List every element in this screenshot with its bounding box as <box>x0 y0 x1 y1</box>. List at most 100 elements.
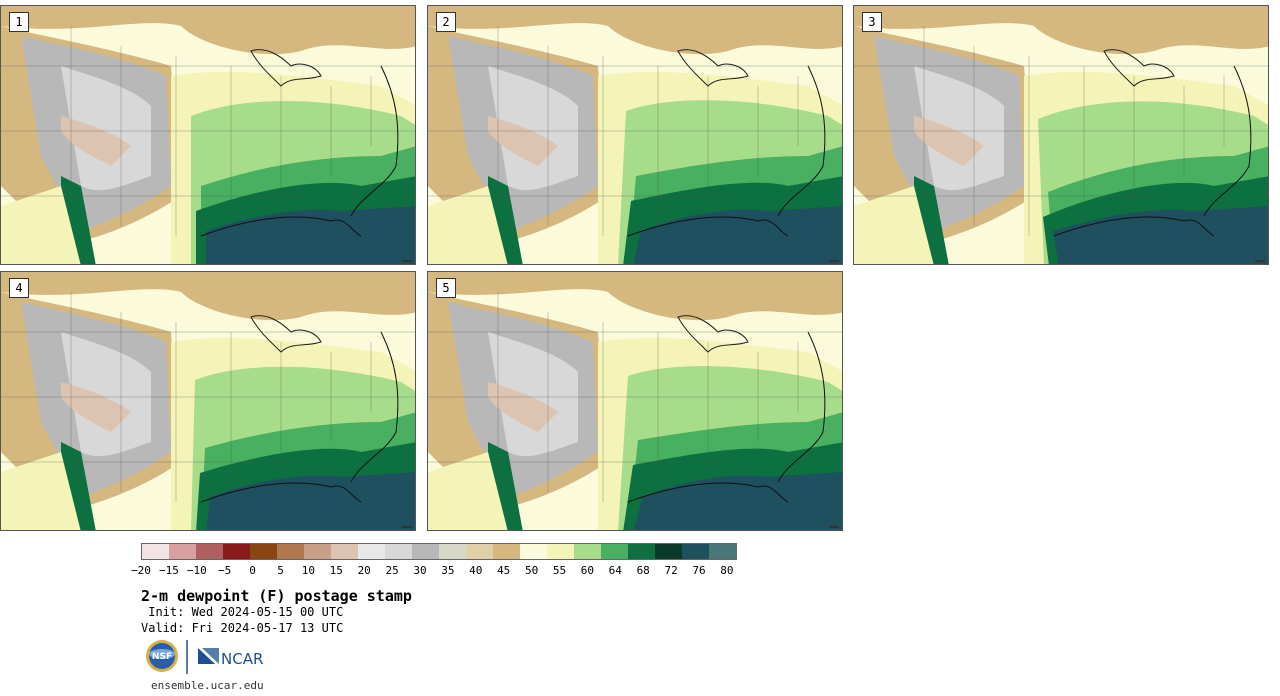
colorbar-swatch <box>601 544 628 559</box>
pacific-light-field <box>428 186 508 264</box>
west-lightgray-field <box>914 66 1004 191</box>
colorbar-swatch <box>142 544 169 559</box>
pacific-light-field <box>1 452 81 530</box>
west-lightgray-field <box>61 66 151 191</box>
logos: NSF NCAR <box>146 640 263 674</box>
pacific-green-field <box>61 176 96 264</box>
colorbar-tick-label: 0 <box>249 564 256 577</box>
stamp-panel-1[interactable]: 1 <box>0 5 416 265</box>
canada-tan-field <box>1 6 415 55</box>
footer-url: ensemble.ucar.edu <box>151 679 264 692</box>
colorbar-tick-label: 72 <box>664 564 678 577</box>
coastline <box>1053 65 1252 237</box>
panel-number: 2 <box>436 12 456 32</box>
dewpoint-map-4 <box>1 272 415 530</box>
nsf-logo-text: NSF <box>152 652 172 662</box>
pacific-green-field <box>914 176 949 264</box>
colorbar-swatch <box>304 544 331 559</box>
colorbar-swatch <box>520 544 547 559</box>
colorbar-swatch <box>682 544 709 559</box>
canada-tan-field <box>428 272 842 321</box>
colorbar-swatch <box>385 544 412 559</box>
colorbar-tick-label: 60 <box>580 564 595 577</box>
panel-number: 1 <box>9 12 29 32</box>
pacific-green-field <box>488 176 523 264</box>
colorbar-tick-label: −20 <box>131 564 151 577</box>
coastline <box>200 65 399 237</box>
colorbar-tick-label: 30 <box>413 564 427 577</box>
canada-tan-field <box>1 272 415 321</box>
panel-number: 5 <box>436 278 456 298</box>
west-lightgray-field <box>488 332 578 457</box>
coastline <box>200 331 399 503</box>
colorbar-tick-label: −15 <box>158 564 179 577</box>
valid-time: Valid: Fri 2024-05-17 13 UTC <box>141 621 344 635</box>
colorbar-swatch <box>277 544 304 559</box>
dewpoint-map-2 <box>428 6 842 264</box>
colorbar-ticks: −20 −15 −10 −5 0 5 10 15 20 25 30 35 40 45 50 55 60 64 68 7… <box>131 564 761 578</box>
colorbar-tick-label: 64 <box>608 564 622 577</box>
dewpoint-map-3 <box>854 6 1268 264</box>
west-pink-field <box>488 116 558 166</box>
colorbar-tick-label: −10 <box>186 564 207 577</box>
great-lakes-outline <box>677 49 749 87</box>
pacific-light-field <box>428 452 508 530</box>
colorbar-swatch <box>628 544 655 559</box>
pacific-light-field <box>1 186 81 264</box>
panel-number: 4 <box>9 278 29 298</box>
great-lakes-outline <box>250 315 322 353</box>
coastline <box>627 331 826 503</box>
colorbar-swatch <box>493 544 520 559</box>
colorbar-swatch <box>709 544 736 559</box>
great-lakes-outline <box>250 49 322 87</box>
colorbar-tick-label: 15 <box>329 564 343 577</box>
colorbar-tick-label: −5 <box>218 564 232 577</box>
colorbar-tick-label: 50 <box>524 564 539 577</box>
great-lakes-outline <box>677 315 749 353</box>
chart-title: 2-m dewpoint (F) postage stamp <box>141 587 412 605</box>
colorbar-tick-label: 5 <box>277 564 284 577</box>
west-pink-field <box>488 382 558 432</box>
coastline <box>627 65 826 237</box>
scale-bar <box>1255 260 1265 262</box>
dewpoint-colorbar <box>141 543 737 560</box>
canada-tan-field <box>428 6 842 55</box>
colorbar-swatch <box>358 544 385 559</box>
colorbar-tick-label: 80 <box>720 564 734 577</box>
colorbar-swatch <box>250 544 277 559</box>
pacific-green-field <box>61 442 96 530</box>
west-lightgray-field <box>61 332 151 457</box>
canada-tan-field <box>854 6 1268 55</box>
west-pink-field <box>61 382 131 432</box>
west-pink-field <box>914 116 984 166</box>
colorbar-tick-label: 55 <box>552 564 567 577</box>
colorbar-swatch <box>466 544 493 559</box>
colorbar-swatch <box>331 544 358 559</box>
west-pink-field <box>61 116 131 166</box>
colorbar-swatch <box>412 544 439 559</box>
colorbar-tick-label: 68 <box>636 564 650 577</box>
colorbar-tick-label: 10 <box>301 564 316 577</box>
stamp-panel-3[interactable]: 3 <box>853 5 1269 265</box>
panel-number: 3 <box>862 12 882 32</box>
colorbar-swatch <box>223 544 250 559</box>
pacific-green-field <box>488 442 523 530</box>
colorbar-swatch <box>169 544 196 559</box>
colorbar-tick-label: 20 <box>357 564 371 577</box>
colorbar-tick-label: 45 <box>497 564 511 577</box>
pacific-light-field <box>854 186 934 264</box>
stamp-panel-2[interactable]: 2 <box>427 5 843 265</box>
colorbar-swatch <box>196 544 223 559</box>
colorbar-tick-label: 35 <box>441 564 455 577</box>
stamp-panel-4[interactable]: 4 <box>0 271 416 531</box>
scale-bar <box>829 526 839 528</box>
colorbar-swatch <box>547 544 574 559</box>
colorbar-swatch <box>574 544 601 559</box>
great-lakes-outline <box>1103 49 1175 87</box>
west-lightgray-field <box>488 66 578 191</box>
stamp-panel-5[interactable]: 5 <box>427 271 843 531</box>
dewpoint-map-5 <box>428 272 842 530</box>
nsf-logo-icon: NSF <box>146 640 178 672</box>
colorbar-swatch <box>439 544 466 559</box>
ncar-logo-text: NCAR <box>221 650 263 668</box>
